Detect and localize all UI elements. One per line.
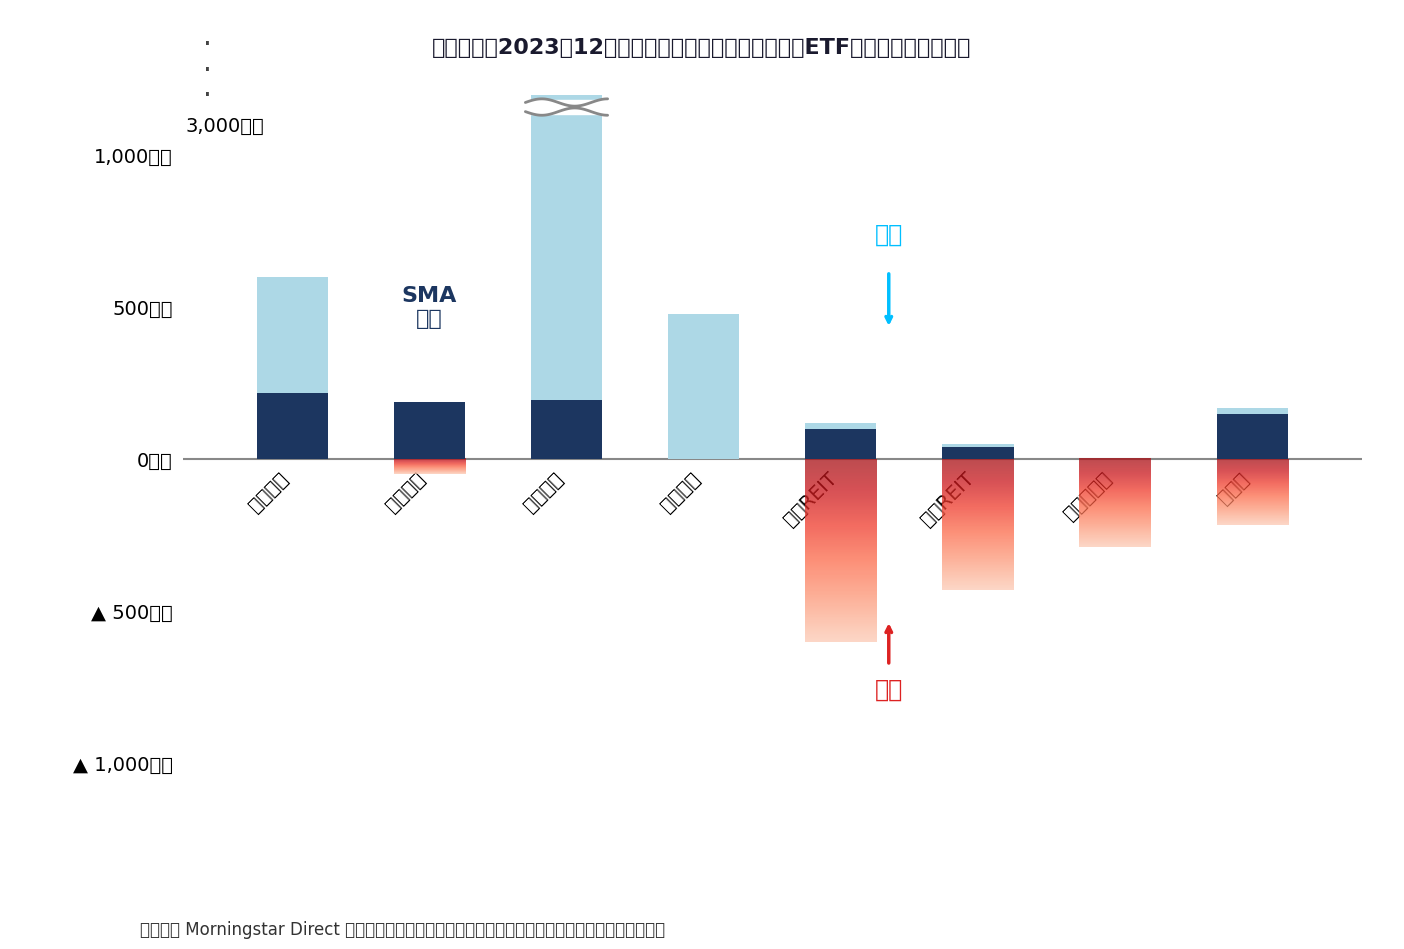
Text: 流入: 流入 <box>875 223 903 247</box>
Bar <box>1216 408 1287 459</box>
Bar <box>942 447 1014 459</box>
Bar <box>531 400 602 459</box>
Bar <box>531 95 602 459</box>
Bar <box>942 444 1014 459</box>
Text: 【図表１】2023年12月の日本籍追加型株式投信（除くETF）の推計資金流出入: 【図表１】2023年12月の日本籍追加型株式投信（除くETF）の推計資金流出入 <box>432 38 972 58</box>
Bar <box>393 414 465 459</box>
Text: ·
·
·: · · · <box>202 30 212 110</box>
Bar <box>804 423 876 459</box>
Text: （資料） Morningstar Direct より作成。各資産クラスはイボットソン分類を用いてファンドを分類。: （資料） Morningstar Direct より作成。各資産クラスはイボット… <box>140 921 665 939</box>
Text: SMA
専用: SMA 専用 <box>402 286 458 328</box>
Bar <box>393 401 465 459</box>
Text: 流出: 流出 <box>875 678 903 702</box>
Text: 3,000億円: 3,000億円 <box>185 118 264 137</box>
Bar <box>668 313 740 459</box>
Bar <box>257 393 329 459</box>
Bar <box>1216 414 1287 459</box>
Bar <box>257 277 329 459</box>
Bar <box>804 429 876 459</box>
